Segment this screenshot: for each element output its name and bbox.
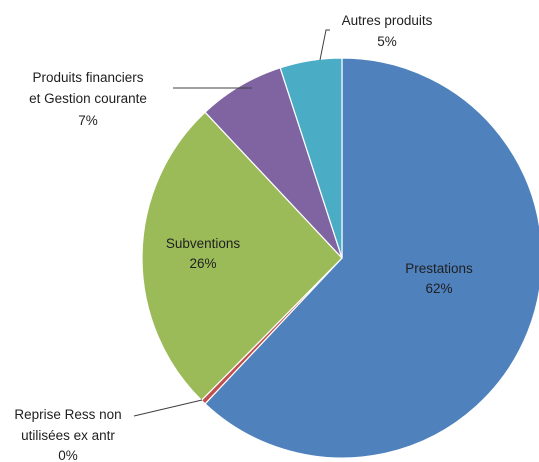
label-produits-financiers-line1: Produits financiers — [32, 70, 143, 85]
pie-slice-autres-produits — [279, 57, 343, 259]
label-autres-pct: 5% — [377, 34, 397, 49]
pie-slices — [141, 57, 539, 459]
label-reprise-line1: Reprise Ress non — [14, 407, 121, 422]
pie-slice-subventions — [141, 111, 343, 401]
label-prestations-name: Prestations — [405, 261, 473, 276]
label-reprise-line2: utilisées ex antr — [21, 428, 115, 443]
label-subventions-name: Subventions — [166, 236, 241, 251]
label-produits-financiers-pct: 7% — [78, 113, 98, 128]
slice-labels: Prestations 62% Subventions 26% Produits… — [14, 13, 473, 462]
label-subventions-pct: 26% — [189, 256, 216, 271]
leader-line-autres — [319, 29, 330, 61]
pie-slice-prestations — [204, 57, 539, 459]
label-autres-name: Autres produits — [342, 13, 433, 28]
label-prestations-pct: 62% — [425, 281, 452, 296]
label-reprise-pct: 0% — [58, 448, 78, 462]
leader-lines — [133, 29, 330, 417]
leader-line-reprise — [133, 399, 203, 417]
label-produits-financiers-line2: et Gestion courante — [29, 91, 147, 106]
